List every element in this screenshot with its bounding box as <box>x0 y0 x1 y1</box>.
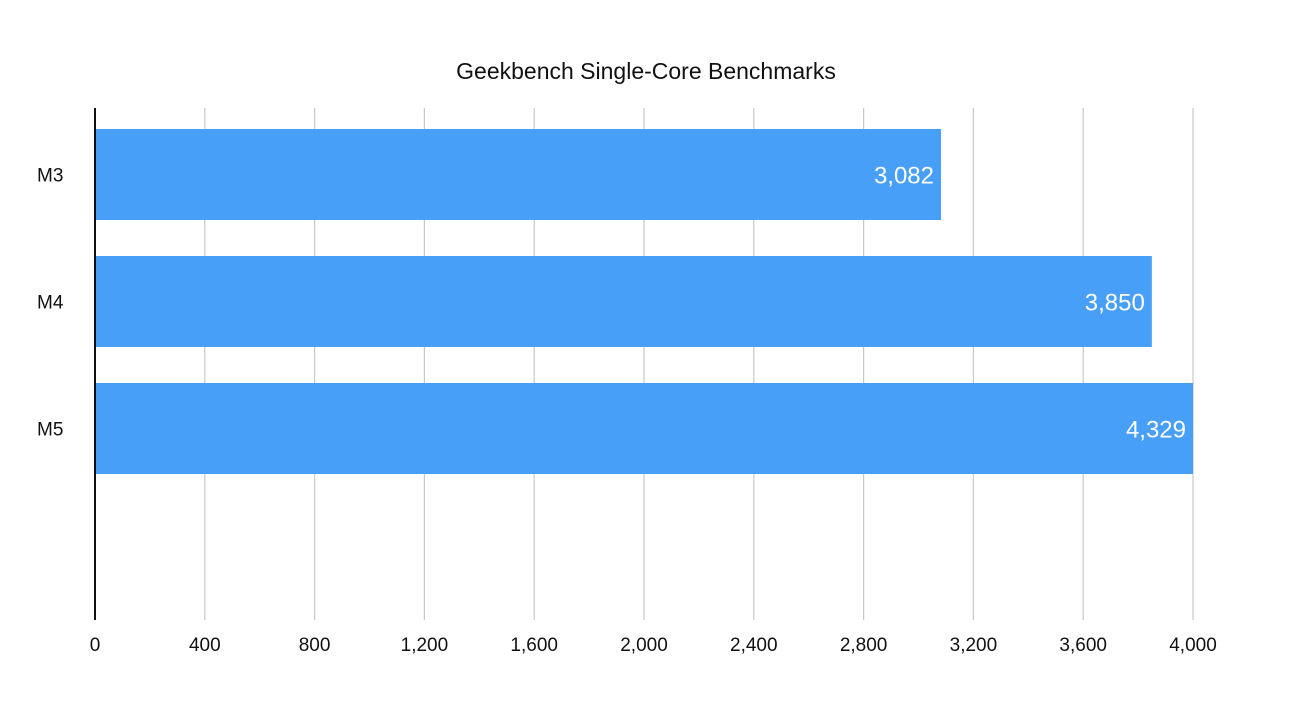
x-tick-label: 0 <box>90 635 101 656</box>
x-tick-label: 2,400 <box>730 635 778 656</box>
x-tick-label: 2,000 <box>620 635 668 656</box>
x-axis: 0 400 800 1,200 1,600 2,000 2,400 2,800 3,200 3,6… <box>90 635 1217 656</box>
x-tick-label: 1,200 <box>401 635 449 656</box>
x-tick-label: 2,800 <box>840 635 888 656</box>
x-tick-label: 1,600 <box>510 635 558 656</box>
bar-m5 <box>95 383 1193 474</box>
category-label-m3: M3 <box>37 166 63 187</box>
category-label-m5: M5 <box>37 420 63 441</box>
x-tick-label: 3,200 <box>950 635 998 656</box>
bar-m3 <box>95 129 942 220</box>
bars: 3,082 3,850 4,329 <box>95 129 1193 474</box>
category-label-m4: M4 <box>37 293 64 314</box>
bar-m4 <box>95 256 1152 347</box>
data-label-m3: 3,082 <box>874 163 934 190</box>
x-tick-label: 3,600 <box>1059 635 1107 656</box>
x-tick-label: 4,000 <box>1169 635 1217 656</box>
y-axis: M3 M4 M5 <box>37 108 96 620</box>
chart-title: Geekbench Single-Core Benchmarks <box>456 58 836 84</box>
data-label-m5: 4,329 <box>1126 417 1186 444</box>
x-tick-label: 800 <box>299 635 331 656</box>
x-tick-label: 400 <box>189 635 221 656</box>
data-label-m4: 3,850 <box>1085 290 1145 317</box>
